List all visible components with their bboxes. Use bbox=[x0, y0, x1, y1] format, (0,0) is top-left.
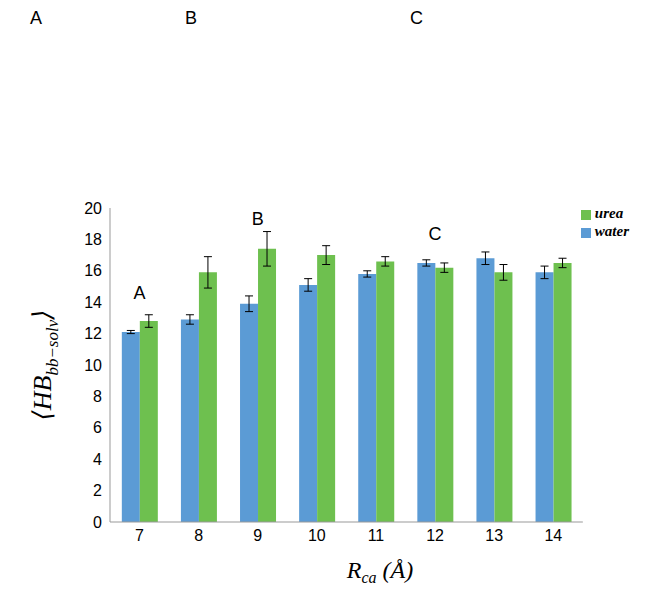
html-text:Rca(Å): Rca(Å) bbox=[346, 556, 414, 587]
svg-text:4: 4 bbox=[93, 451, 102, 468]
svg-text:16: 16 bbox=[84, 262, 102, 279]
svg-text:12: 12 bbox=[426, 527, 444, 544]
html-text:bb−solv: bb−solv bbox=[42, 319, 62, 376]
svg-text:B: B bbox=[252, 209, 264, 229]
svg-text:8: 8 bbox=[93, 388, 102, 405]
svg-text:13: 13 bbox=[485, 527, 503, 544]
svg-text:A: A bbox=[134, 283, 146, 303]
svg-text:0: 0 bbox=[93, 514, 102, 531]
html-text:urea: urea bbox=[594, 205, 624, 221]
html-text:C: C bbox=[410, 8, 423, 28]
svg-text:10: 10 bbox=[84, 357, 102, 374]
svg-text:14: 14 bbox=[544, 527, 562, 544]
html-text:water: water bbox=[594, 223, 629, 239]
svg-text:11: 11 bbox=[368, 527, 385, 544]
svg-text:8: 8 bbox=[194, 527, 203, 544]
svg-text:6: 6 bbox=[93, 419, 102, 436]
svg-text:14: 14 bbox=[84, 294, 102, 311]
svg-text:18: 18 bbox=[84, 231, 102, 248]
svg-text:2: 2 bbox=[93, 482, 102, 499]
svg-text:7: 7 bbox=[135, 527, 144, 544]
svg-text:20: 20 bbox=[84, 200, 102, 217]
svg-text:9: 9 bbox=[253, 527, 262, 544]
html-text:B: B bbox=[185, 8, 197, 28]
html-text:⟨HB: ⟨HB bbox=[28, 375, 58, 421]
html-text:A: A bbox=[30, 8, 42, 28]
svg-text:12: 12 bbox=[84, 325, 102, 342]
svg-text:C: C bbox=[429, 224, 442, 244]
svg-text:10: 10 bbox=[308, 527, 326, 544]
